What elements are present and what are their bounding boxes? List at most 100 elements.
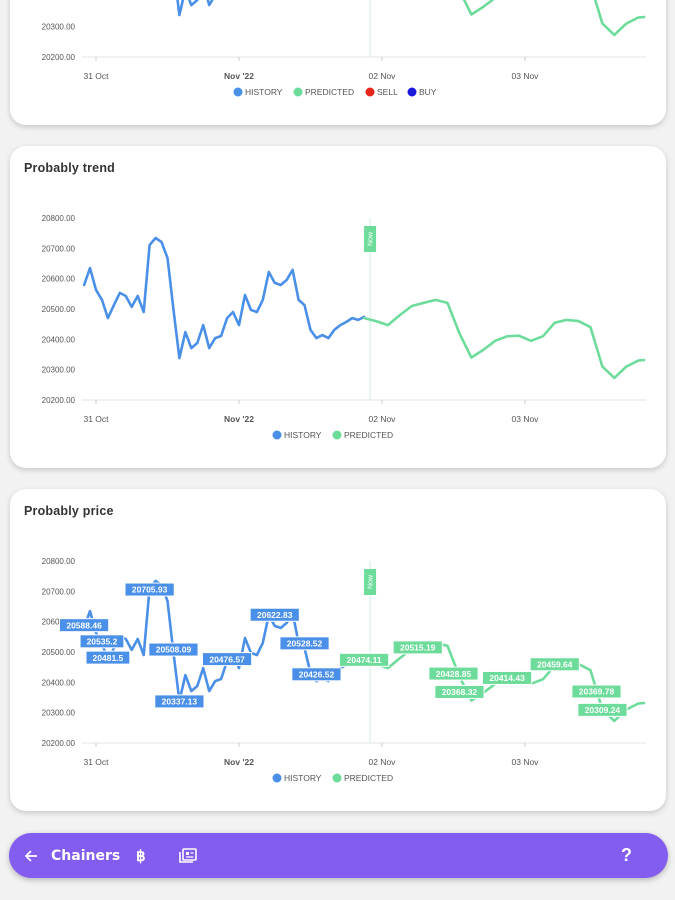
data-label: 20474.11 — [347, 655, 382, 665]
chart-1: 20200.00 20300.00 20400.00 20500.00 20600.00… — [42, 214, 646, 440]
data-label-box — [571, 684, 622, 699]
x-tick-label: Nov '22 — [224, 71, 254, 81]
newspaper-icon — [179, 847, 197, 863]
data-label: 20481.5 — [93, 653, 124, 663]
predicted-line — [462, 0, 646, 37]
data-label: 20476.57 — [209, 654, 245, 664]
history-line — [82, 236, 366, 360]
legend-marker-sell — [365, 87, 375, 97]
x-tick-label: 31 Oct — [83, 71, 109, 81]
data-label: 20508.09 — [156, 645, 192, 655]
y-tick-label: 20200.00 — [42, 53, 76, 62]
legend-label-history: HISTORY — [284, 773, 322, 783]
card-title: Probably trend — [24, 161, 116, 175]
legend-label-predicted: PREDICTED — [344, 430, 393, 440]
x-tick-label: Nov '22 — [224, 414, 254, 424]
chart-0: 20200.00 20300.00 31 Oct Nov '22 02 Nov 03 No… — [42, 0, 646, 97]
data-label: 20309.24 — [585, 705, 621, 715]
x-tick-label: 02 Nov — [369, 71, 397, 81]
x-tick-label: 03 Nov — [512, 71, 540, 81]
data-label: 20535.2 — [87, 637, 118, 647]
y-tick-label: 20400.00 — [42, 335, 76, 344]
y-tick-label: 20800.00 — [42, 214, 76, 223]
news-button[interactable] — [179, 833, 197, 878]
bitcoin-button[interactable]: ฿ — [136, 833, 146, 878]
legend-marker-history — [272, 773, 282, 783]
y-tick-label: 20600.00 — [42, 618, 76, 627]
data-label-box — [124, 582, 175, 597]
legend-label-buy: BUY — [419, 87, 437, 97]
legend-marker-history — [272, 430, 282, 440]
data-label: 20428.85 — [436, 669, 472, 679]
data-label-box — [201, 652, 253, 667]
legend-marker-buy — [407, 87, 417, 97]
y-tick-label: 20200.00 — [42, 739, 76, 748]
data-label: 20515.19 — [400, 643, 436, 653]
data-label-box — [85, 650, 131, 665]
data-label-box — [58, 618, 110, 633]
x-tick-label: 03 Nov — [512, 414, 540, 424]
legend-label-sell: SELL — [377, 87, 398, 97]
data-label-box — [249, 607, 300, 622]
y-tick-label: 20800.00 — [42, 557, 76, 566]
legend-marker-predicted — [332, 773, 342, 783]
legend-marker-predicted — [293, 87, 303, 97]
predicted-line — [362, 298, 646, 380]
history-line — [176, 0, 214, 17]
y-tick-label: 20700.00 — [42, 587, 76, 596]
data-label: 20459.64 — [537, 659, 573, 669]
legend-marker-predicted — [332, 430, 342, 440]
legend-label-history: HISTORY — [284, 430, 322, 440]
legend-label-predicted: PREDICTED — [305, 87, 354, 97]
chart-2: 20200.00 20300.00 20400.00 20500.00 20600.00… — [42, 557, 646, 783]
data-label: 20414.43 — [489, 673, 525, 683]
data-label-box — [154, 694, 205, 709]
data-label-box — [428, 666, 479, 681]
data-label: 20369.78 — [579, 687, 615, 697]
back-button[interactable] — [23, 833, 39, 878]
now-label: Now — [368, 574, 375, 589]
data-label-box — [529, 657, 580, 672]
help-icon: ? — [621, 845, 632, 865]
help-button[interactable]: ? — [621, 833, 632, 878]
y-tick-label: 20700.00 — [42, 244, 76, 253]
now-badge — [364, 226, 377, 252]
data-label: 20528.52 — [287, 639, 323, 649]
app-title: Chainers — [51, 847, 121, 864]
data-label-box — [291, 667, 342, 682]
x-tick-label: 31 Oct — [83, 414, 109, 424]
legend-label-history: HISTORY — [245, 87, 283, 97]
data-label: 20705.93 — [132, 585, 168, 595]
y-tick-label: 20400.00 — [42, 678, 76, 687]
legend-label-predicted: PREDICTED — [344, 773, 393, 783]
x-tick-label: 02 Nov — [369, 414, 397, 424]
y-tick-label: 20600.00 — [42, 275, 76, 284]
y-tick-label: 20300.00 — [42, 366, 76, 375]
x-tick-label: 03 Nov — [512, 757, 540, 767]
y-tick-label: 20500.00 — [42, 648, 76, 657]
card-title: Probably price — [24, 504, 114, 518]
data-label-box — [577, 702, 628, 717]
legend-marker-history — [233, 87, 243, 97]
x-tick-label: 02 Nov — [369, 757, 397, 767]
x-tick-label: Nov '22 — [224, 757, 254, 767]
x-tick-label: 31 Oct — [83, 757, 109, 767]
chart-card-price: Probably price 20200.00 20300.00 20400.00 2… — [10, 489, 666, 811]
data-label-box — [339, 652, 390, 667]
arrow-left-icon — [24, 849, 37, 862]
data-label-box — [392, 640, 443, 655]
data-label: 20426.52 — [299, 669, 335, 679]
data-label-box — [434, 684, 485, 699]
chart-card-trend: Probably trend 20200.00 20300.00 20400.00 2… — [10, 146, 666, 468]
chart-card-signals: 20200.00 20300.00 31 Oct Nov '22 02 Nov 03 No… — [10, 0, 666, 125]
y-tick-label: 20500.00 — [42, 305, 76, 314]
y-tick-label: 20200.00 — [42, 396, 76, 405]
data-label-box — [79, 634, 125, 649]
y-tick-label: 20300.00 — [42, 23, 76, 32]
bottom-navbar: Chainers ฿ ? — [9, 833, 668, 878]
data-label: 20588.46 — [66, 620, 102, 630]
data-label-box — [148, 642, 199, 657]
data-label: 20622.83 — [257, 610, 293, 620]
data-label: 20368.32 — [442, 687, 478, 697]
data-label-box — [482, 670, 533, 685]
